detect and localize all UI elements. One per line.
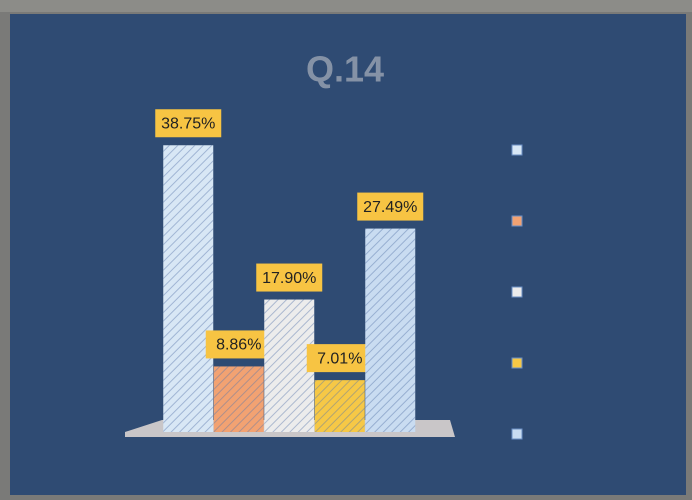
- data-label: 8.86%: [216, 337, 261, 354]
- bar-hatch: [314, 380, 365, 432]
- data-label-box: [155, 109, 222, 138]
- legend-swatch: [511, 215, 523, 227]
- monitor-bezel: [0, 0, 692, 12]
- data-label-box: [357, 192, 424, 221]
- bar-hatch: [365, 228, 416, 432]
- data-label-box: [256, 263, 323, 292]
- data-label: 7.01%: [317, 350, 362, 367]
- legend-swatch: [511, 357, 523, 369]
- data-label: 38.75%: [161, 115, 215, 132]
- legend-swatch: [511, 286, 523, 298]
- chart-title: Q.14: [306, 49, 384, 90]
- legend-swatch: [511, 428, 523, 440]
- data-label: 27.49%: [363, 199, 417, 216]
- data-label: 17.90%: [262, 270, 316, 287]
- bar-hatch: [163, 145, 214, 432]
- data-label-box: [205, 330, 272, 359]
- data-label-box: [306, 344, 373, 373]
- legend-swatch: [511, 144, 523, 156]
- bar-hatch: [264, 299, 315, 432]
- bar-hatch: [213, 366, 264, 432]
